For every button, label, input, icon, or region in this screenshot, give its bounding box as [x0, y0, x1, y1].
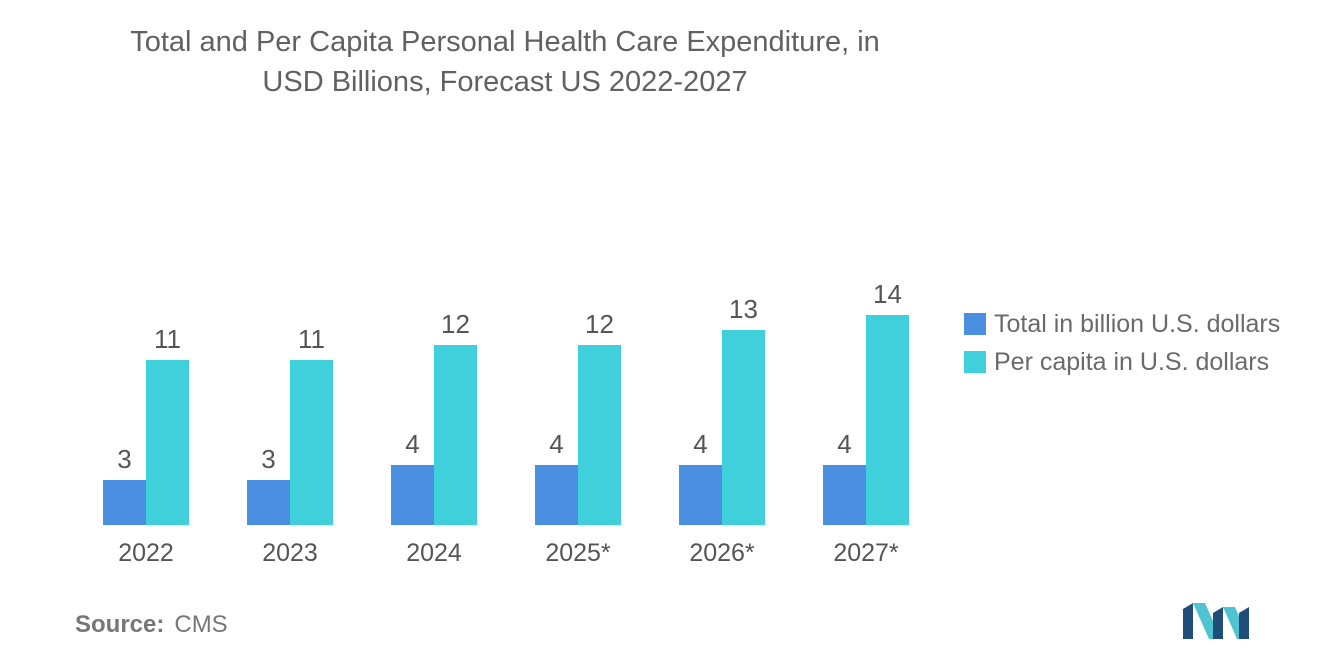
- bar-per-capita-2023: [290, 360, 333, 525]
- data-label-total-2024: 4: [405, 429, 419, 459]
- x-tick-label-2024: 2024: [406, 539, 462, 567]
- chart-title: Total and Per Capita Personal Health Car…: [0, 22, 1010, 102]
- data-label-total-2027: 4: [837, 429, 851, 459]
- legend-label-total: Total in billion U.S. dollars: [994, 309, 1281, 338]
- bar-per-capita-2027: [866, 315, 909, 525]
- legend-swatch-per-capita: [964, 351, 986, 373]
- bar-per-capita-2025: [578, 345, 621, 525]
- x-tick-label-2025: 2025*: [545, 539, 611, 567]
- x-tick-label-2026: 2026*: [689, 539, 755, 567]
- data-label-per-capita-2027: 14: [873, 279, 902, 309]
- bar-chart: 3 11 2022 3 11 2023 4 12 2024 4 12 2025* 4 13 2026* 4 14…: [103, 279, 909, 567]
- data-label-per-capita-2022: 11: [154, 324, 181, 354]
- x-tick-label-2027: 2027*: [833, 539, 899, 567]
- chart-title-line-1: Total and Per Capita Personal Health Car…: [130, 26, 880, 58]
- data-label-total-2023: 3: [261, 444, 275, 474]
- mordor-logo-icon: [1183, 603, 1249, 639]
- bar-total-2027: [823, 465, 866, 525]
- source-label: Source:: [75, 611, 165, 638]
- x-tick-label-2023: 2023: [262, 539, 318, 567]
- bar-per-capita-2022: [146, 360, 189, 525]
- legend-item-per-capita: Per capita in U.S. dollars: [964, 343, 1280, 381]
- chart-legend: Total in billion U.S. dollars Per capita…: [964, 305, 1280, 381]
- data-label-total-2022: 3: [117, 444, 131, 474]
- bar-total-2024: [391, 465, 434, 525]
- bar-per-capita-2026: [722, 330, 765, 525]
- data-label-per-capita-2024: 12: [441, 309, 470, 339]
- bar-total-2025: [535, 465, 578, 525]
- source-value: CMS: [174, 611, 228, 638]
- data-label-per-capita-2025: 12: [585, 309, 614, 339]
- bar-total-2026: [679, 465, 722, 525]
- bar-total-2023: [247, 480, 290, 525]
- bar-total-2022: [103, 480, 146, 525]
- legend-swatch-total: [964, 313, 986, 335]
- data-label-total-2025: 4: [549, 429, 563, 459]
- legend-label-per-capita: Per capita in U.S. dollars: [994, 347, 1270, 376]
- source-note: Source: CMS: [75, 611, 228, 639]
- data-label-total-2026: 4: [693, 429, 707, 459]
- x-tick-label-2022: 2022: [118, 539, 174, 567]
- chart-title-line-2: USD Billions, Forecast US 2022-2027: [262, 66, 748, 98]
- data-label-per-capita-2026: 13: [729, 294, 758, 324]
- data-label-per-capita-2023: 11: [298, 324, 325, 354]
- legend-item-total: Total in billion U.S. dollars: [964, 305, 1280, 343]
- bar-per-capita-2024: [434, 345, 477, 525]
